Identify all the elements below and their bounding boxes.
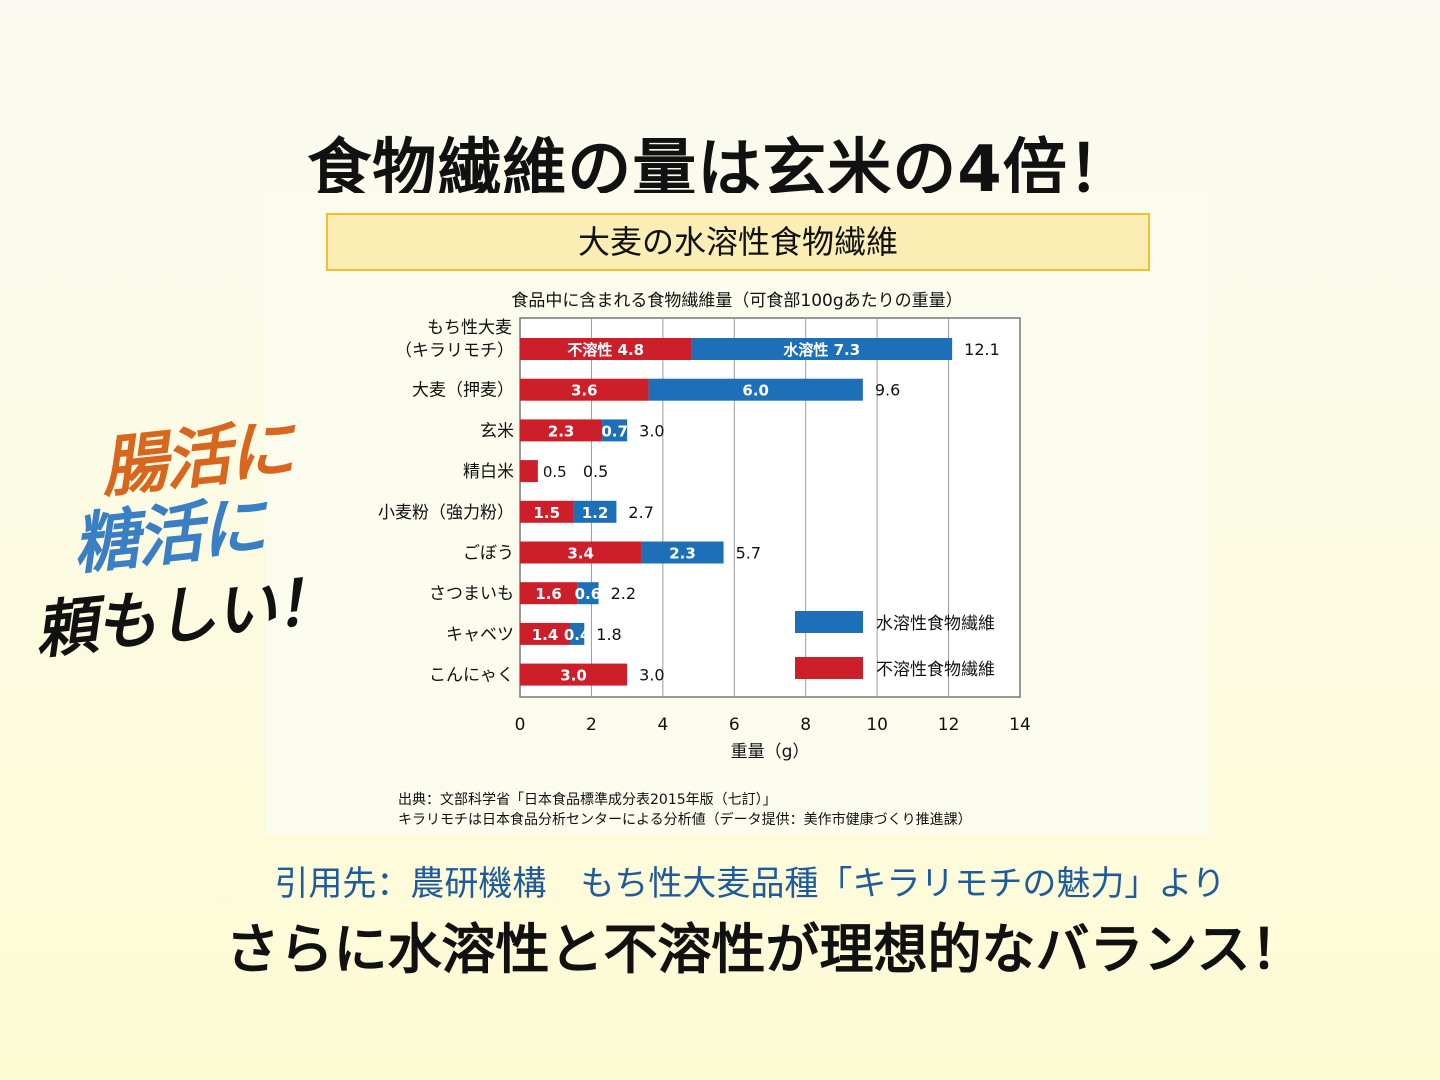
category-label: （キラリモチ） [395,341,514,361]
category-label: 精白米 [463,462,514,482]
data-label-soluble: 0.4 [564,626,591,644]
x-tick-label: 4 [657,715,668,735]
bar-soluble [570,622,585,645]
category-label: 玄米 [480,421,514,441]
bar-soluble [691,338,953,360]
x-tick-label: 12 [938,715,960,735]
bar-soluble [641,541,724,564]
citation: 引用先：農研機構 もち性大麦品種「キラリモチの魅力」より [274,864,1226,904]
source-line-2: キラリモチは日本食品分析センターによる分析値（データ提供：美作市健康づくり推進課… [398,812,972,828]
category-label: キャベツ [446,625,514,645]
bar-soluble [648,378,863,401]
bar-insoluble [520,419,603,442]
data-label-soluble: 1.2 [582,504,609,522]
bar-insoluble [520,500,574,523]
bar-insoluble [520,541,642,564]
legend-label: 水溶性食物繊維 [876,614,995,634]
data-label-insoluble: 1.6 [535,585,562,603]
chart-panel: 大麦の水溶性食物繊維 食品中に含まれる食物繊維量（可食部100gあたりの重量） … [266,193,1208,835]
chart-title: 大麦の水溶性食物繊維 [326,213,1150,271]
data-label-insoluble: 1.4 [532,626,559,644]
data-label-insoluble: 0.5 [543,463,567,481]
category-label: ごぼう [463,544,514,564]
data-label-total: 2.7 [628,503,653,522]
legend-swatch [795,611,863,633]
bar-insoluble [520,460,538,483]
x-tick-label: 2 [586,715,597,735]
data-label-insoluble: 1.5 [533,504,560,522]
data-label-soluble: 6.0 [742,382,769,400]
x-tick-label: 14 [1009,715,1031,735]
data-label-insoluble: 3.6 [571,382,598,400]
data-label-total: 5.7 [736,544,761,563]
bar-insoluble [520,663,628,686]
bar-soluble [602,419,628,442]
category-label: さつまいも [429,584,514,604]
x-tick-label: 8 [800,715,811,735]
category-label: 小麦粉（強力粉） [378,503,514,523]
category-label: 大麦（押麦） [412,381,514,401]
bar-chart: 0 2 4 6 8 10 12 14 重量（g） もち性大麦 （キラリモチ） 不溶性 4.8 水溶性 7… [378,317,1031,762]
category-label: こんにゃく [429,666,514,686]
data-label-total: 2.2 [611,584,636,603]
data-label-soluble: 水溶性 7.3 [783,341,860,359]
category-label: もち性大麦 [427,318,512,338]
data-label-total: 9.6 [875,381,900,400]
data-label-insoluble: 不溶性 4.8 [567,341,644,359]
legend-swatch [795,657,863,679]
legend-label: 不溶性食物繊維 [876,660,995,680]
x-tick-label: 6 [729,715,740,735]
chart-subtitle: 食品中に含まれる食物繊維量（可食部100gあたりの重量） [511,291,963,311]
data-label-insoluble: 3.4 [567,545,594,563]
data-label-total: 3.0 [639,421,664,440]
bar-soluble [577,582,599,605]
data-label-total: 3.0 [639,666,664,685]
bar-insoluble [520,622,570,645]
x-tick-label: 0 [515,715,526,735]
data-label-insoluble: 3.0 [560,667,587,685]
bottom-line: さらに水溶性と不溶性が理想的なバランス！ [225,918,1305,981]
bar-insoluble [520,338,692,360]
data-label-total: 0.5 [583,462,608,481]
bar-soluble [573,500,617,523]
data-label-total: 12.1 [964,340,1000,359]
data-label-insoluble: 2.3 [548,422,575,440]
data-label-soluble: 0.7 [601,422,628,440]
x-axis-label: 重量（g） [731,742,810,762]
source-line-1: 出典：文部科学省「日本食品標準成分表2015年版（七訂）」 [398,792,777,808]
data-label-soluble: 2.3 [669,545,696,563]
bar-insoluble [520,582,578,605]
bar-insoluble [520,378,649,401]
data-label-total: 1.8 [596,625,621,644]
data-label-soluble: 0.6 [575,585,602,603]
x-tick-label: 10 [866,715,888,735]
